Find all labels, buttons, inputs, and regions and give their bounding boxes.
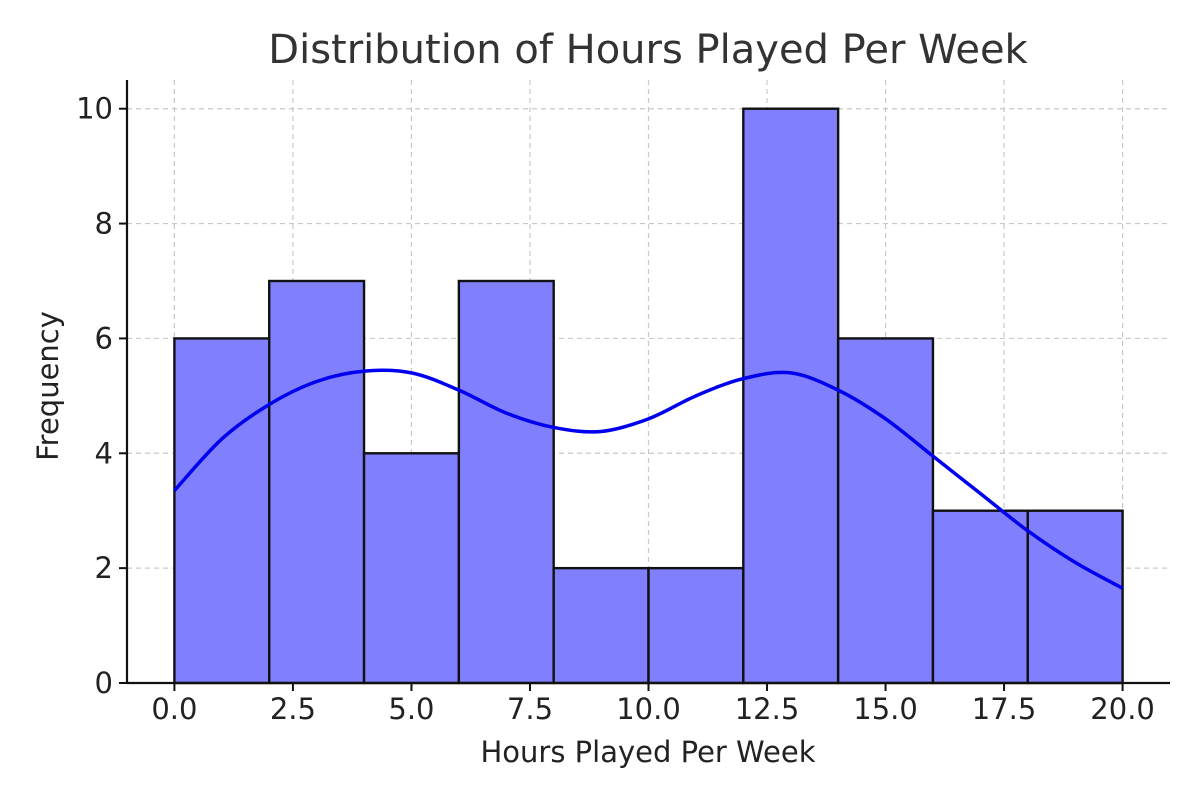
x-tick-label: 20.0 bbox=[1090, 692, 1155, 726]
histogram-bar bbox=[647, 566, 745, 685]
x-tick-label: 10.0 bbox=[616, 692, 681, 726]
histogram-bar bbox=[742, 107, 840, 685]
y-tick-label: 10 bbox=[76, 92, 113, 126]
x-tick-label: 2.5 bbox=[270, 692, 316, 726]
histogram-bar bbox=[552, 566, 650, 685]
x-tick-label: 17.5 bbox=[972, 692, 1037, 726]
y-tick-label: 8 bbox=[95, 207, 113, 241]
kde-curve bbox=[173, 368, 1124, 590]
x-tick-label: 15.0 bbox=[853, 692, 918, 726]
x-ticks: 0.0 2.5 5.0 7.5 10.0 12.5 15.0 17.5 20.0 bbox=[151, 683, 1155, 726]
histogram-bars bbox=[173, 107, 1124, 685]
y-tick-label: 4 bbox=[95, 436, 113, 470]
x-tick-label: 12.5 bbox=[735, 692, 800, 726]
x-tick-label: 7.5 bbox=[507, 692, 553, 726]
histogram-bar bbox=[362, 452, 461, 685]
x-tick-label: 5.0 bbox=[388, 692, 434, 726]
y-tick-label: 6 bbox=[95, 321, 113, 355]
y-tick-label: 2 bbox=[95, 551, 113, 585]
histogram-bar bbox=[836, 337, 935, 685]
chart-title: Distribution of Hours Played Per Week bbox=[268, 27, 1028, 73]
histogram-bar bbox=[1026, 509, 1124, 685]
y-tick-label: 0 bbox=[95, 666, 113, 700]
x-tick-label: 0.0 bbox=[151, 692, 197, 726]
histogram-bar bbox=[931, 509, 1029, 685]
y-axis-label: Frequency bbox=[31, 311, 65, 461]
y-ticks: 0 2 4 6 8 10 bbox=[76, 92, 127, 700]
histogram-bar bbox=[173, 337, 271, 685]
histogram-bar bbox=[268, 279, 366, 685]
histogram-bar bbox=[457, 279, 555, 685]
x-axis-label: Hours Played Per Week bbox=[480, 735, 815, 769]
